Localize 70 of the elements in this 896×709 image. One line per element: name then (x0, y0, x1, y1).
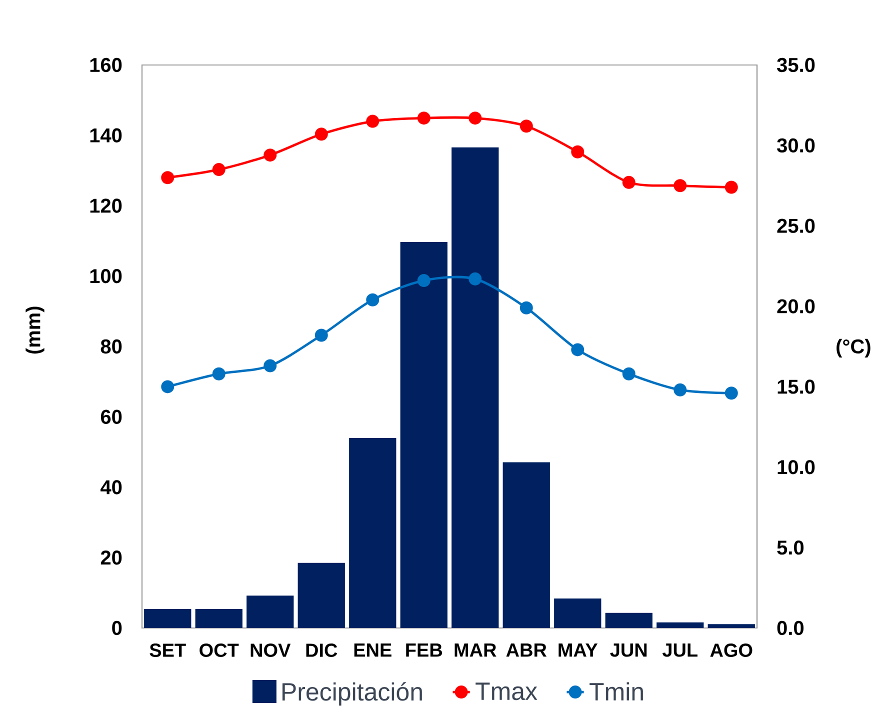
y2-tick-label: 15.0 (778, 380, 815, 394)
y-tick-label: 60 (100, 410, 122, 424)
point (366, 293, 380, 306)
point (520, 120, 533, 133)
x-tick-label: DIC (306, 644, 338, 657)
y2-tick-label: 25.0 (777, 218, 815, 233)
y-tick-label: 160 (90, 58, 122, 72)
bar (195, 609, 242, 628)
bar (298, 562, 345, 628)
y2-tick-label: 0.0 (777, 620, 804, 636)
y-tick-label: 100 (90, 269, 122, 284)
point (724, 386, 738, 400)
bar (144, 609, 192, 628)
y-tick-label: 120 (90, 198, 122, 213)
y2-tick-label: 35.0 (777, 58, 815, 72)
bar (554, 598, 602, 628)
point (212, 163, 226, 176)
point (724, 180, 738, 194)
legend-label: Tmax (476, 682, 538, 700)
x-tick-label: MAY (558, 644, 598, 657)
point (314, 128, 328, 141)
legend-label: Precipitación (282, 682, 422, 706)
bar (502, 462, 550, 628)
point (366, 114, 380, 128)
legend-label: Tmin (590, 682, 643, 700)
point (161, 380, 174, 394)
bar (349, 438, 396, 628)
x-tick-label: NOV (250, 644, 291, 657)
point (622, 367, 636, 380)
x-tick-label: FEB (406, 644, 442, 657)
y2-tick-label: 20.0 (777, 299, 815, 314)
bar (656, 622, 704, 628)
x-tick-label: ENE (354, 644, 392, 657)
point (264, 148, 277, 162)
point (520, 301, 533, 314)
bar (708, 624, 755, 628)
point (314, 328, 328, 342)
point (571, 343, 584, 356)
y-tick-label: 40 (100, 480, 122, 494)
y-tick-label: 0 (112, 620, 122, 636)
bar (605, 612, 652, 628)
point (622, 176, 636, 189)
y-tick-label: 140 (90, 128, 122, 142)
x-tick-label: JUN (610, 644, 647, 657)
point (212, 367, 226, 380)
y2-tick-label: 10.0 (778, 460, 815, 474)
bar (400, 242, 448, 628)
point (161, 171, 174, 184)
point (674, 383, 687, 396)
x-tick-label: SET (150, 644, 186, 657)
point (417, 112, 430, 125)
point (674, 179, 687, 192)
x-tick-label: MAR (454, 644, 496, 657)
y-tick-label: 20 (100, 550, 122, 565)
point (264, 359, 277, 372)
x-tick-label: OCT (200, 644, 239, 657)
point (417, 274, 430, 288)
bar (246, 596, 294, 628)
y2-tick-label: 30.0 (777, 138, 815, 153)
point (468, 272, 482, 286)
y2-axis-title: (°C) (836, 338, 870, 358)
point (571, 145, 584, 158)
y-axis-title: (mm) (26, 306, 44, 354)
x-tick-label: AGO (710, 644, 752, 657)
point (468, 112, 482, 125)
x-tick-label: ABR (506, 644, 547, 657)
y2-tick-label: 5.0 (777, 540, 804, 555)
x-tick-label: JUL (662, 644, 698, 657)
bar (452, 147, 499, 628)
y-tick-label: 80 (100, 339, 122, 354)
